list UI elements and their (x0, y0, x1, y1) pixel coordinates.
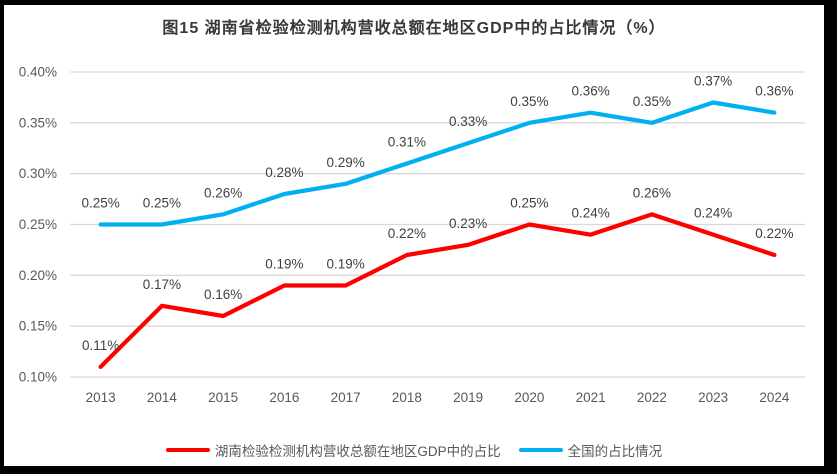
x-axis-tick-label: 2014 (147, 390, 178, 405)
y-axis-tick-label: 0.20% (19, 268, 57, 283)
data-label: 0.36% (755, 84, 793, 99)
chart-legend: 湖南检验检测机构营收总额在地区GDP中的占比 全国的占比情况 (4, 440, 824, 460)
y-axis-tick-label: 0.40% (19, 65, 57, 80)
x-axis-tick-label: 2022 (637, 390, 667, 405)
legend-item-national: 全国的占比情况 (518, 440, 663, 460)
data-label: 0.19% (326, 257, 364, 272)
chart-svg: 0.40% 0.35% 0.30% 0.25% 0.20% 0.15% 0.10% 2013 2… (19, 65, 805, 405)
data-label: 0.25% (510, 196, 548, 211)
y-axis-tick-label: 0.10% (19, 370, 57, 385)
legend-item-hunan: 湖南检验检测机构营收总额在地区GDP中的占比 (165, 440, 501, 460)
x-axis-tick-label: 2024 (759, 390, 790, 405)
data-label: 0.37% (694, 74, 732, 89)
data-label: 0.22% (388, 226, 426, 241)
y-axis-tick-label: 0.15% (19, 319, 57, 334)
data-label: 0.23% (449, 216, 487, 231)
chart-title: 图15 湖南省检验检测机构营收总额在地区GDP中的占比情况（%） (162, 20, 666, 37)
data-label: 0.29% (326, 155, 364, 170)
x-axis-tick-label: 2018 (392, 390, 422, 405)
data-label: 0.11% (82, 338, 119, 353)
x-axis-tick-label: 2019 (453, 390, 483, 405)
data-label: 0.31% (388, 135, 426, 150)
legend-line-red-icon (165, 447, 210, 453)
x-axis-tick-label: 2023 (698, 390, 728, 405)
data-label: 0.26% (633, 185, 671, 200)
y-axis-tick-label: 0.25% (19, 217, 57, 232)
data-label: 0.28% (265, 165, 303, 180)
y-axis-tick-label: 0.35% (19, 115, 57, 130)
legend-label-national: 全国的占比情况 (567, 444, 663, 459)
data-label: 0.22% (755, 226, 793, 241)
series-line-hunan (98, 212, 777, 369)
legend-label-hunan: 湖南检验检测机构营收总额在地区GDP中的占比 (214, 444, 501, 459)
x-axis-tick-label: 2020 (514, 390, 544, 405)
y-axis-tick-label: 0.30% (19, 166, 57, 181)
data-label: 0.24% (571, 206, 609, 221)
data-label: 0.19% (265, 257, 303, 272)
data-label: 0.16% (204, 287, 242, 302)
data-label: 0.25% (81, 196, 119, 211)
data-label: 0.26% (204, 185, 242, 200)
data-label: 0.35% (633, 94, 671, 109)
data-label: 0.33% (449, 114, 487, 129)
x-axis-tick-label: 2016 (269, 390, 299, 405)
x-axis-tick-label: 2021 (576, 390, 606, 405)
data-label: 0.25% (143, 196, 181, 211)
x-axis-tick-label: 2017 (331, 390, 361, 405)
data-label: 0.17% (143, 277, 181, 292)
data-label: 0.24% (694, 206, 732, 221)
legend-line-blue-icon (518, 447, 563, 453)
data-label: 0.35% (510, 94, 548, 109)
data-label: 0.36% (571, 84, 609, 99)
series-line-national (98, 100, 777, 227)
x-axis-tick-label: 2013 (86, 390, 116, 405)
x-axis-tick-label: 2015 (208, 390, 238, 405)
